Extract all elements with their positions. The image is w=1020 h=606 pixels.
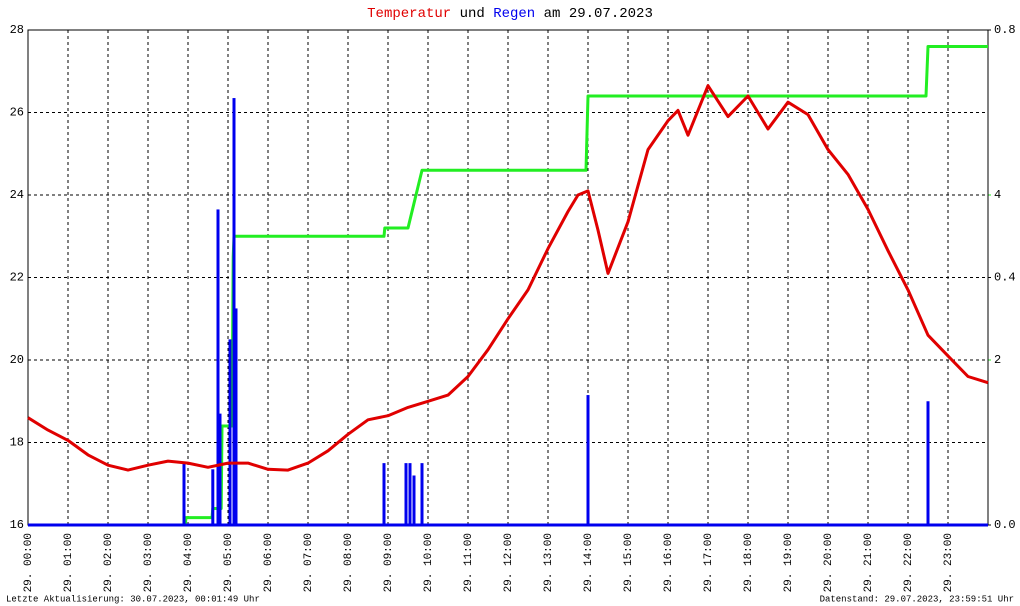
y-tick-label: 26: [10, 106, 24, 120]
x-tick-label: 29. 17:00: [703, 533, 715, 592]
x-tick-label: 29. 00:00: [23, 533, 35, 592]
rain-bar: [234, 308, 238, 525]
x-tick-label: 29. 13:00: [543, 533, 555, 592]
title-part: Temperatur: [367, 6, 451, 22]
rain-bar: [218, 413, 222, 525]
x-tick-label: 29. 15:00: [623, 533, 635, 592]
chart-title: Temperatur und Regen am 29.07.2023: [367, 6, 653, 22]
x-tick-label: 29. 12:00: [503, 533, 515, 592]
footer-left: Letzte Aktualisierung: 30.07.2023, 00:01…: [6, 594, 260, 604]
rain-bar: [404, 463, 408, 525]
rain-bar: [382, 463, 386, 525]
rain-bar: [420, 463, 424, 525]
x-tick-label: 29. 09:00: [383, 533, 395, 592]
rain-bar: [412, 475, 416, 525]
x-tick-label: 29. 22:00: [903, 533, 915, 592]
x-tick-label: 29. 16:00: [663, 533, 675, 592]
y-tick-label: 28: [10, 23, 24, 37]
y3-tick-label: 2: [994, 353, 1001, 367]
x-tick-label: 29. 08:00: [343, 533, 355, 592]
title-part: Regen: [493, 6, 535, 22]
y2-tick-label: 0.0: [994, 518, 1016, 532]
rain-bar: [926, 401, 930, 525]
y2-tick-label: 0.4: [994, 271, 1016, 285]
x-tick-label: 29. 03:00: [143, 533, 155, 592]
rain-bar: [408, 463, 412, 525]
x-tick-label: 29. 04:00: [183, 533, 195, 592]
x-tick-label: 29. 14:00: [583, 533, 595, 592]
x-tick-label: 29. 10:00: [423, 533, 435, 592]
y-tick-label: 20: [10, 353, 24, 367]
footer-right: Datenstand: 29.07.2023, 23:59:51 Uhr: [820, 594, 1014, 604]
y2-tick-label: 0.8: [994, 23, 1016, 37]
y3-tick-label: 4: [994, 188, 1001, 202]
y-tick-label: 22: [10, 271, 24, 285]
rain-bar: [216, 209, 220, 525]
series-line: [27, 84, 989, 472]
rain-bar: [586, 395, 590, 525]
x-tick-label: 29. 23:00: [943, 533, 955, 592]
title-part: und: [460, 6, 485, 22]
x-tick-label: 29. 07:00: [303, 533, 315, 592]
x-tick-label: 29. 06:00: [263, 533, 275, 592]
y-tick-label: 24: [10, 188, 24, 202]
x-tick-label: 29. 20:00: [823, 533, 835, 592]
title-part: am 29.07.2023: [544, 6, 653, 22]
x-tick-label: 29. 11:00: [463, 533, 475, 592]
rain-bar: [211, 469, 215, 525]
x-tick-label: 29. 01:00: [63, 533, 75, 592]
x-tick-label: 29. 18:00: [743, 533, 755, 592]
rain-bar: [232, 98, 236, 525]
x-tick-label: 29. 19:00: [783, 533, 795, 592]
x-tick-label: 29. 21:00: [863, 533, 875, 592]
y-tick-label: 18: [10, 436, 24, 450]
y-tick-label: 16: [10, 518, 24, 532]
rain-bar: [182, 463, 186, 525]
x-tick-label: 29. 05:00: [223, 533, 235, 592]
rain-bar: [228, 339, 232, 525]
x-tick-label: 29. 02:00: [103, 533, 115, 592]
